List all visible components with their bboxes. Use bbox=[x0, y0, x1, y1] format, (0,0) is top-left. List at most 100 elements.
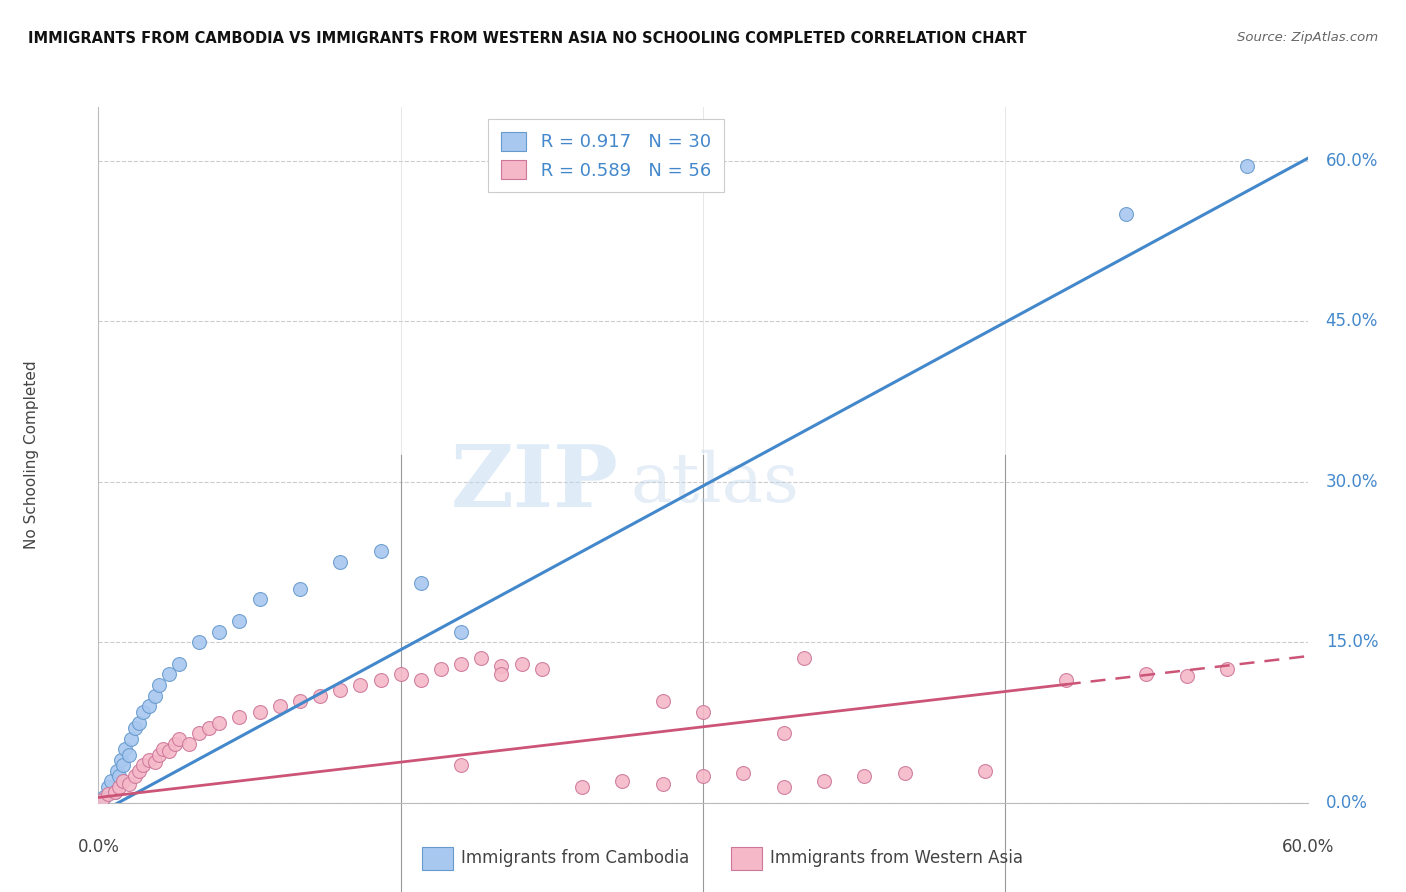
Point bbox=[450, 657, 472, 671]
Text: Source: ZipAtlas.com: Source: ZipAtlas.com bbox=[1237, 31, 1378, 45]
Point bbox=[772, 780, 794, 794]
Point bbox=[491, 667, 513, 681]
Legend:  R = 0.917   N = 30,  R = 0.589   N = 56: R = 0.917 N = 30, R = 0.589 N = 56 bbox=[488, 120, 724, 193]
Point bbox=[148, 747, 170, 762]
Point bbox=[510, 657, 533, 671]
Text: 45.0%: 45.0% bbox=[1326, 312, 1378, 330]
Point bbox=[450, 624, 472, 639]
Text: IMMIGRANTS FROM CAMBODIA VS IMMIGRANTS FROM WESTERN ASIA NO SCHOOLING COMPLETED : IMMIGRANTS FROM CAMBODIA VS IMMIGRANTS F… bbox=[28, 31, 1026, 46]
Point bbox=[329, 683, 352, 698]
Point bbox=[103, 785, 125, 799]
Point bbox=[491, 658, 513, 673]
Point bbox=[105, 764, 128, 778]
Point bbox=[110, 753, 132, 767]
Point bbox=[188, 726, 211, 740]
Point bbox=[692, 769, 714, 783]
Point bbox=[530, 662, 553, 676]
Point bbox=[132, 758, 155, 772]
Point bbox=[450, 758, 472, 772]
Point bbox=[1054, 673, 1077, 687]
Point bbox=[152, 742, 174, 756]
Point bbox=[107, 780, 129, 794]
Text: Immigrants from Cambodia: Immigrants from Cambodia bbox=[461, 849, 689, 867]
Point bbox=[612, 774, 634, 789]
Point bbox=[409, 673, 432, 687]
Point bbox=[114, 742, 136, 756]
Point bbox=[148, 678, 170, 692]
Point bbox=[128, 764, 150, 778]
Point bbox=[733, 765, 755, 780]
Text: atlas: atlas bbox=[630, 450, 800, 516]
Point bbox=[93, 790, 115, 805]
Point bbox=[288, 582, 311, 596]
Point bbox=[1135, 667, 1157, 681]
Point bbox=[100, 774, 122, 789]
Point bbox=[1236, 159, 1258, 173]
Point bbox=[228, 614, 250, 628]
Point bbox=[249, 705, 271, 719]
Point bbox=[179, 737, 201, 751]
Point bbox=[793, 651, 815, 665]
Point bbox=[107, 769, 129, 783]
Point bbox=[188, 635, 211, 649]
Point bbox=[97, 787, 120, 801]
Point bbox=[228, 710, 250, 724]
Point bbox=[651, 776, 673, 790]
Point bbox=[692, 705, 714, 719]
Point bbox=[138, 699, 160, 714]
Point bbox=[389, 667, 412, 681]
Point bbox=[1115, 207, 1137, 221]
Point bbox=[111, 774, 134, 789]
Point bbox=[163, 737, 186, 751]
Point bbox=[349, 678, 371, 692]
Text: 30.0%: 30.0% bbox=[1326, 473, 1378, 491]
Point bbox=[167, 731, 190, 746]
Point bbox=[893, 765, 915, 780]
Point bbox=[409, 576, 432, 591]
Point bbox=[132, 705, 155, 719]
Point bbox=[157, 667, 180, 681]
Point bbox=[128, 715, 150, 730]
Point bbox=[143, 755, 166, 769]
Text: 60.0%: 60.0% bbox=[1326, 152, 1378, 169]
Point bbox=[288, 694, 311, 708]
Point bbox=[124, 721, 146, 735]
Text: 15.0%: 15.0% bbox=[1326, 633, 1378, 651]
Point bbox=[329, 555, 352, 569]
Point bbox=[651, 694, 673, 708]
Point bbox=[91, 792, 114, 806]
Point bbox=[138, 753, 160, 767]
Point bbox=[198, 721, 221, 735]
Point bbox=[813, 774, 835, 789]
Point bbox=[370, 544, 392, 558]
Point bbox=[97, 780, 120, 794]
Point bbox=[208, 715, 231, 730]
Point bbox=[853, 769, 876, 783]
Text: Immigrants from Western Asia: Immigrants from Western Asia bbox=[770, 849, 1024, 867]
Point bbox=[118, 747, 141, 762]
Point bbox=[1175, 669, 1198, 683]
Text: ZIP: ZIP bbox=[450, 441, 619, 524]
Point bbox=[167, 657, 190, 671]
Point bbox=[269, 699, 291, 714]
Point bbox=[571, 780, 593, 794]
Point bbox=[370, 673, 392, 687]
Point bbox=[157, 744, 180, 758]
Text: 0.0%: 0.0% bbox=[77, 838, 120, 855]
Text: No Schooling Completed: No Schooling Completed bbox=[24, 360, 39, 549]
Point bbox=[309, 689, 332, 703]
Point bbox=[118, 776, 141, 790]
Text: 60.0%: 60.0% bbox=[1281, 838, 1334, 855]
Point bbox=[1216, 662, 1239, 676]
Point bbox=[124, 769, 146, 783]
Point bbox=[143, 689, 166, 703]
Text: 0.0%: 0.0% bbox=[1326, 794, 1368, 812]
Point bbox=[103, 785, 125, 799]
Point bbox=[111, 758, 134, 772]
Point bbox=[772, 726, 794, 740]
Point bbox=[120, 731, 142, 746]
Point bbox=[470, 651, 492, 665]
Point bbox=[974, 764, 997, 778]
Point bbox=[249, 592, 271, 607]
Point bbox=[430, 662, 453, 676]
